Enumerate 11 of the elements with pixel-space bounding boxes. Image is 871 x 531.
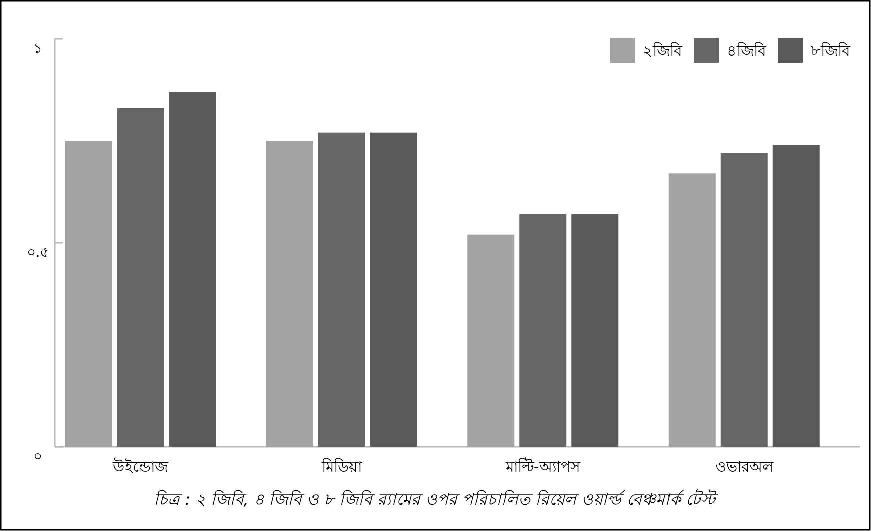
text: চিত্র : ২ জিবি, ৪ জিবি ও ৮ জিবি র‍্যামের ওপর পরিচালিত রিয়েল ওয়ার্ল্ড বেঞ্চমার্ক টেস্ট (154, 489, 719, 509)
legend-label: ৪জিবি (727, 42, 767, 60)
x-tick-label: উইন্ডোজ (112, 458, 170, 476)
x-tick-label: ওভারঅল (715, 458, 774, 476)
x-tick-label: মাল্টি-অ্যাপস (504, 458, 582, 476)
y-tick-label: ০.৫ (26, 245, 50, 261)
y-tick-label: ০ (34, 449, 42, 465)
x-tick-label: মিডিয়া (320, 458, 363, 476)
y-tick-label: ১ (34, 41, 42, 57)
legend-label: ২জিবি (643, 42, 683, 60)
legend-label: ৮জিবি (811, 42, 851, 60)
